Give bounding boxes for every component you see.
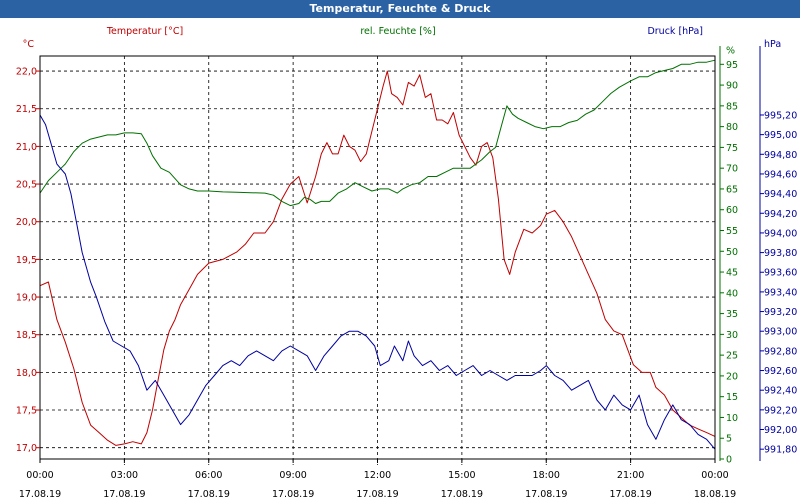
x-tick-label-time: 00:00 — [26, 470, 53, 481]
temperature-tick-label: 20,5 — [16, 180, 37, 191]
pressure-tick-label: 993,60 — [764, 268, 797, 279]
x-tick-label-time: 12:00 — [364, 470, 391, 481]
pressure-tick-label: 992,00 — [764, 425, 797, 436]
humidity-tick-label: 50 — [726, 247, 738, 258]
humidity-tick-label: 60 — [726, 205, 738, 216]
temperature-axis-label: Temperatur [°C] — [106, 26, 183, 37]
series-line-pressure — [39, 114, 716, 450]
x-tick-label-date: 17.08.19 — [19, 489, 61, 500]
humidity-tick-label: 0 — [726, 455, 732, 466]
temperature-tick-label: 18,0 — [16, 368, 37, 379]
humidity-tick-label: 40 — [726, 288, 738, 299]
series-lines — [39, 59, 716, 450]
x-tick-label-date: 17.08.19 — [188, 489, 230, 500]
humidity-tick-label: 80 — [726, 122, 738, 133]
x-tick-label-time: 15:00 — [448, 470, 475, 481]
humidity-tick-label: 15 — [726, 392, 738, 403]
humidity-tick-label: 20 — [726, 371, 738, 382]
temperature-tick-label: 18,5 — [16, 330, 37, 341]
window-title: Temperatur, Feuchte & Druck — [0, 0, 800, 18]
humidity-tick-label: 90 — [726, 81, 738, 92]
temperature-tick-label: 17,0 — [16, 443, 37, 454]
pressure-tick-label: 993,20 — [764, 307, 797, 318]
pressure-unit-label: hPa — [764, 39, 781, 50]
axis-labels: °C Temperatur [°C] rel. Feuchte [%] Druc… — [23, 26, 782, 57]
x-tick-label-time: 21:00 — [617, 470, 644, 481]
temperature-unit-label: °C — [23, 39, 35, 50]
humidity-tick-label: 75 — [726, 143, 738, 154]
temperature-tick-label: 17,5 — [16, 406, 37, 417]
chart-area: 00:00 17.08.19 03:00 17.08.19 06:00 17.08.19 0… — [16, 26, 797, 500]
pressure-tick-label: 991,80 — [764, 445, 797, 456]
humidity-tick-label: 35 — [726, 309, 738, 320]
x-tick-label-date: 17.08.19 — [525, 489, 567, 500]
humidity-tick-label: 10 — [726, 413, 738, 424]
pressure-tick-label: 995,00 — [764, 130, 797, 141]
pressure-tick-label: 994,20 — [764, 209, 797, 220]
humidity-tick-label: 25 — [726, 351, 738, 362]
pressure-tick-label: 994,80 — [764, 150, 797, 161]
temperature-tick-label: 21,5 — [16, 104, 37, 115]
pressure-tick-label: 994,40 — [764, 189, 797, 200]
humidity-tick-label: 65 — [726, 184, 738, 195]
humidity-tick-label: 85 — [726, 101, 738, 112]
pressure-tick-label: 992,80 — [764, 346, 797, 357]
x-tick-label-date: 17.08.19 — [103, 489, 145, 500]
temperature-tick-label: 19,0 — [16, 293, 37, 304]
humidity-tick-label: 45 — [726, 268, 738, 279]
x-tick-label-time: 18:00 — [533, 470, 560, 481]
pressure-tick-label: 995,20 — [764, 110, 797, 121]
pressure-tick-label: 992,20 — [764, 405, 797, 416]
x-tick-label-time: 06:00 — [195, 470, 222, 481]
axes: 00:00 17.08.19 03:00 17.08.19 06:00 17.08.19 0… — [16, 46, 797, 500]
humidity-tick-label: 5 — [726, 434, 732, 445]
temperature-tick-label: 20,0 — [16, 217, 37, 228]
pressure-tick-label: 993,80 — [764, 248, 797, 259]
pressure-tick-label: 993,00 — [764, 327, 797, 338]
humidity-tick-label: 70 — [726, 164, 738, 175]
pressure-tick-label: 994,60 — [764, 169, 797, 180]
x-tick-label-date: 17.08.19 — [356, 489, 398, 500]
pressure-axis-label: Druck [hPa] — [647, 26, 703, 37]
x-tick-label-time: 03:00 — [111, 470, 138, 481]
humidity-tick-label: 30 — [726, 330, 738, 341]
pressure-tick-label: 994,00 — [764, 228, 797, 239]
x-tick-label-date: 17.08.19 — [272, 489, 314, 500]
series-line-temperature — [39, 70, 716, 446]
temperature-tick-label: 19,5 — [16, 255, 37, 266]
humidity-tick-label: 95 — [726, 60, 738, 71]
x-tick-label-date: 17.08.19 — [609, 489, 651, 500]
pressure-tick-label: 992,40 — [764, 386, 797, 397]
humidity-axis-label: rel. Feuchte [%] — [360, 26, 435, 37]
temperature-tick-label: 21,0 — [16, 142, 37, 153]
x-tick-label-date: 17.08.19 — [441, 489, 483, 500]
temperature-tick-label: 22,0 — [16, 67, 37, 78]
pressure-tick-label: 993,40 — [764, 287, 797, 298]
x-tick-label-date: 18.08.19 — [694, 489, 736, 500]
series-line-humidity — [39, 59, 716, 207]
humidity-tick-label: 55 — [726, 226, 738, 237]
humidity-unit-label: % — [726, 46, 735, 57]
x-tick-label-time: 09:00 — [279, 470, 306, 481]
x-tick-label-time: 00:00 — [701, 470, 728, 481]
grid-lines — [40, 56, 715, 465]
pressure-tick-label: 992,60 — [764, 366, 797, 377]
